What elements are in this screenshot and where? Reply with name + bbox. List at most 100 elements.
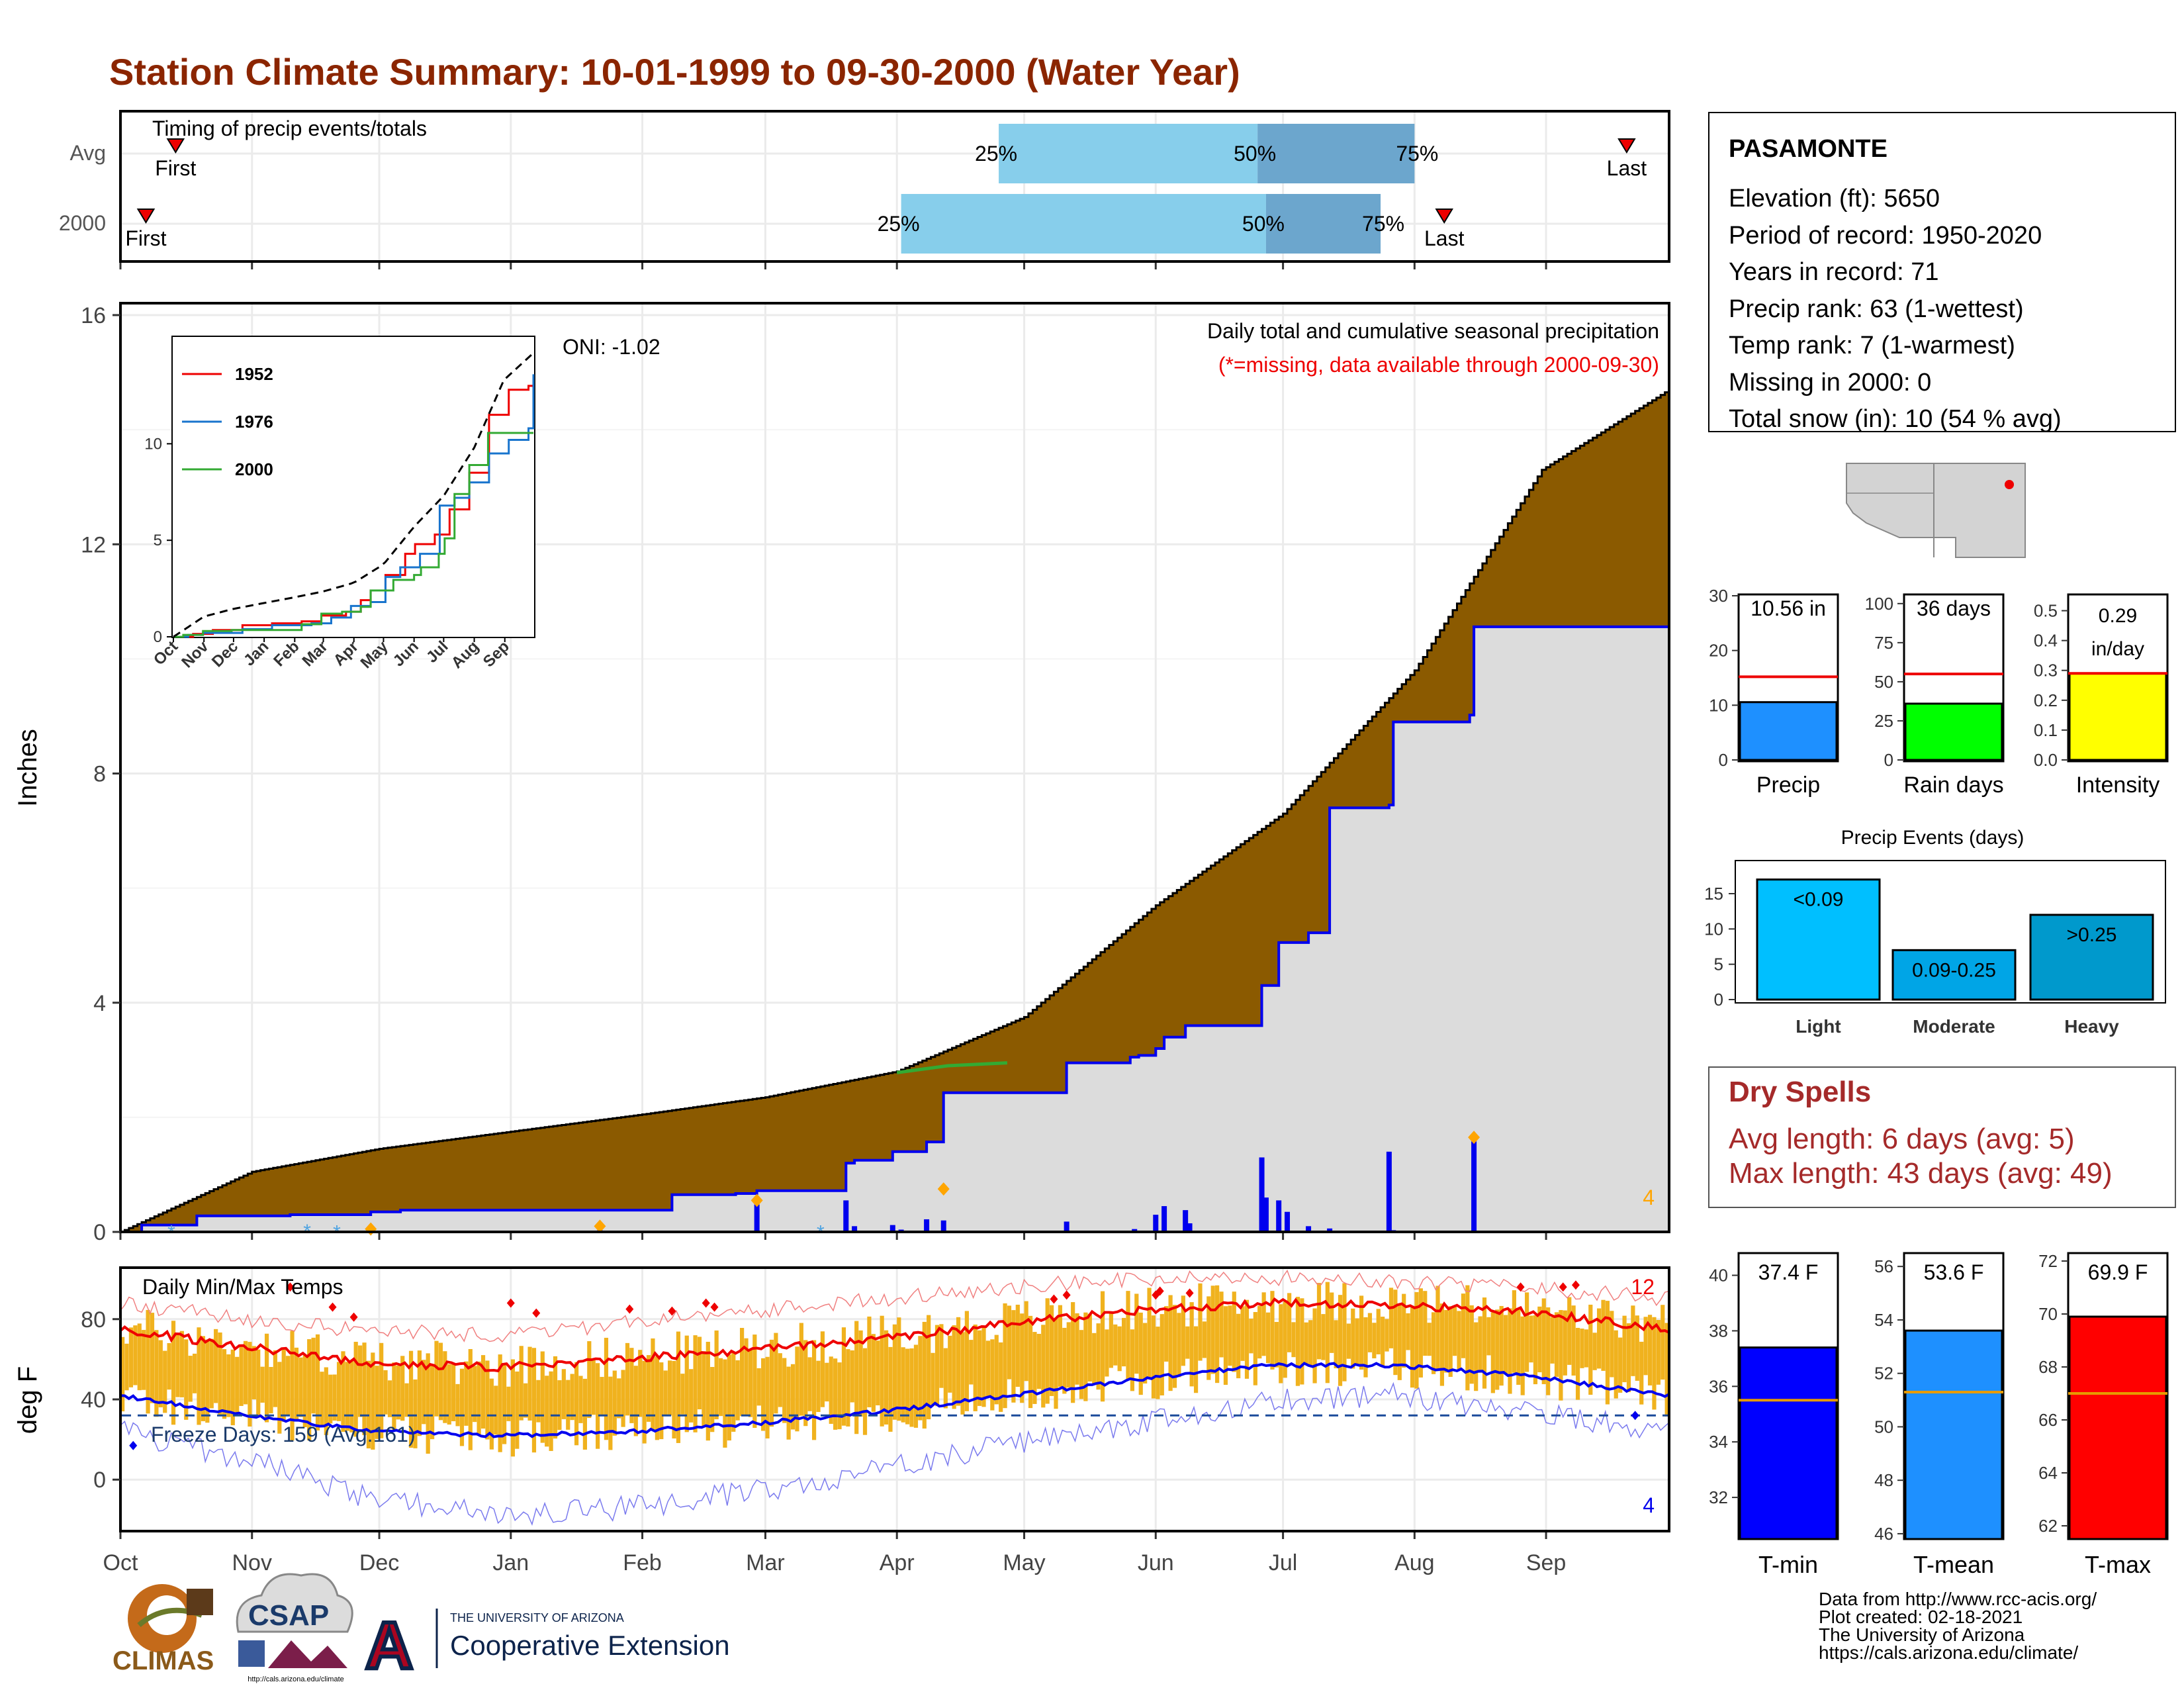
daily-temp-range-bar: [1265, 1312, 1271, 1364]
daily-temp-range-bar: [1605, 1301, 1610, 1405]
daily-temp-range-bar: [663, 1370, 668, 1415]
temp-bar-value: [2068, 1315, 2167, 1540]
daily-temp-range-bar: [913, 1344, 919, 1428]
daily-temp-range-bar: [803, 1340, 808, 1427]
temperature-bar-charts: 32 34 36 38 40 37.4 F T-min 46 48 50 52 54 56 53.6 F T…: [1709, 1251, 2169, 1578]
average-max-line: [119, 1297, 1670, 1373]
daily-temp-range-bar: [1643, 1317, 1648, 1376]
daily-temp-range-bar: [1113, 1324, 1118, 1366]
daily-temp-range-bar: [179, 1331, 184, 1397]
daily-temp-range-bar: [1240, 1306, 1245, 1361]
daily-precip-bar: [1187, 1223, 1193, 1232]
daily-temp-range-bar: [163, 1350, 167, 1413]
daily-temp-range-bar: [1444, 1309, 1449, 1373]
stat-bar-value: [2068, 672, 2167, 761]
daily-temp-range-bar: [1202, 1321, 1206, 1358]
daily-precip-bar: [1386, 1151, 1392, 1232]
precip-event-bar-label: >0.25: [2067, 924, 2117, 946]
daily-temp-range-bar: [120, 1336, 125, 1412]
month-label: Aug: [1394, 1550, 1435, 1575]
daily-temp-range-bar: [307, 1339, 312, 1440]
precip-events-title: Precip Events (days): [1841, 827, 2025, 849]
daily-temp-range-bar: [1512, 1290, 1516, 1373]
daily-temp-range-bar: [1554, 1312, 1559, 1377]
daily-temp-range-bar: [689, 1369, 694, 1423]
temp-bar-tick-label: 36: [1709, 1376, 1728, 1396]
daily-temp-range-bar: [956, 1317, 961, 1406]
daily-temp-range-bar: [1181, 1295, 1185, 1366]
daily-temp-range-bar: [269, 1367, 273, 1414]
daily-temp-range-bar: [833, 1358, 838, 1430]
daily-temp-range-bar: [1011, 1310, 1016, 1403]
daily-temp-range-bar: [862, 1348, 868, 1435]
daily-temp-range-bar: [362, 1342, 367, 1436]
daily-temp-range-bar: [1198, 1283, 1203, 1361]
daily-temp-range-bar: [761, 1358, 766, 1431]
daily-temp-range-bar: [1592, 1333, 1597, 1370]
missing-count: 4: [1643, 1186, 1655, 1209]
quartile-label: 75%: [1362, 212, 1404, 236]
daily-precip-bar: [754, 1204, 760, 1232]
temp-bar-label: T-mean: [1913, 1551, 1994, 1578]
daily-temp-range-bar: [1575, 1327, 1580, 1400]
oni-label: ONI: -1.02: [563, 335, 660, 359]
daily-temp-range-bar: [519, 1346, 523, 1421]
daily-temp-range-bar: [642, 1360, 647, 1444]
daily-temp-range-bar: [1571, 1305, 1576, 1376]
daily-temp-range-bar: [468, 1348, 473, 1450]
daily-temp-range-bar: [795, 1346, 799, 1432]
daily-temp-range-bar: [230, 1349, 235, 1426]
daily-temp-range-bar: [990, 1339, 995, 1411]
quartile-label: 50%: [1234, 142, 1276, 165]
daily-precip-bar: [1259, 1157, 1265, 1232]
daily-temp-range-bar: [315, 1334, 320, 1430]
daily-temp-range-bar: [1244, 1299, 1250, 1379]
precip-y-axis-label: Inches: [13, 729, 42, 807]
daily-temp-range-bar: [837, 1362, 842, 1430]
daily-temp-range-bar: [298, 1357, 303, 1417]
daily-temp-range-bar: [1232, 1291, 1236, 1372]
daily-temp-range-bar: [901, 1347, 905, 1423]
daily-temp-range-bar: [1007, 1305, 1012, 1380]
month-label: Oct: [103, 1550, 138, 1575]
stat-bar-tick-label: 75: [1874, 633, 1893, 653]
daily-temp-range-bar: [952, 1325, 956, 1409]
temp-bar-value-label: 53.6 F: [1924, 1260, 1984, 1284]
daily-temp-range-bar: [587, 1341, 592, 1419]
daily-temp-range-bar: [443, 1351, 447, 1423]
daily-temp-range-bar: [1393, 1289, 1398, 1376]
precip-caption: Daily total and cumulative seasonal prec…: [1207, 319, 1659, 343]
daily-temp-range-bar: [811, 1340, 817, 1440]
daily-temp-range-bar: [549, 1371, 553, 1451]
climas-logo: CLIMAS: [113, 1584, 214, 1675]
daily-temp-range-bar: [1418, 1288, 1423, 1378]
stat-bar-value-label: 0.29: [2099, 605, 2137, 627]
daily-temp-range-bar: [1105, 1329, 1109, 1377]
daily-temp-range-bar: [1054, 1317, 1058, 1409]
events-tick-label: 10: [1704, 919, 1723, 939]
stat-bar-label: Precip: [1756, 773, 1820, 798]
daily-temp-range-bar: [396, 1365, 400, 1420]
daily-temp-range-bar: [1172, 1305, 1177, 1388]
daily-precip-bar: [1471, 1141, 1477, 1232]
daily-temp-range-bar: [1261, 1292, 1266, 1356]
daily-temp-range-bar: [1270, 1291, 1275, 1370]
daily-temp-range-bar: [790, 1364, 796, 1430]
daily-temp-range-bar: [702, 1351, 706, 1427]
daily-temp-range-bar: [570, 1374, 574, 1421]
daily-temp-range-bar: [1435, 1286, 1440, 1372]
event-label: Last: [1607, 156, 1647, 180]
precip-event-bar-label: 0.09-0.25: [1912, 959, 1996, 981]
daily-temp-range-bar: [1117, 1326, 1122, 1372]
daily-temp-range-bar: [1631, 1305, 1635, 1376]
daily-temp-range-bar: [477, 1361, 481, 1436]
daily-temp-range-bar: [1193, 1326, 1199, 1393]
daily-temp-range-bar: [324, 1367, 328, 1435]
daily-temp-range-bar: [1100, 1291, 1105, 1402]
station-name: PASAMONTE: [1729, 135, 1888, 163]
daily-temp-range-bar: [1130, 1329, 1135, 1391]
daily-temp-range-bar: [332, 1374, 337, 1421]
daily-temp-range-bar: [1388, 1288, 1394, 1348]
daily-temp-range-bar: [854, 1321, 859, 1434]
daily-temp-range-bar: [617, 1378, 621, 1419]
